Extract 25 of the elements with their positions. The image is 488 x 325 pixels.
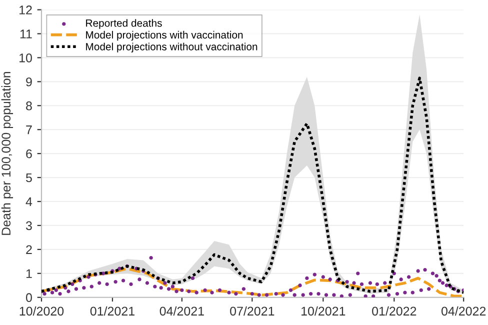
y-tick-label: 6: [26, 149, 32, 158]
x-tick-label: 04/2021: [160, 306, 204, 316]
y-tick-label: 2: [26, 245, 32, 254]
y-tick-label: 4: [26, 197, 32, 206]
y-tick-label: 11: [20, 30, 32, 38]
x-tick-label: 10/2021: [302, 306, 346, 316]
legend-label: Model projections without vaccination: [86, 42, 258, 52]
y-tick-label: 9: [26, 77, 32, 86]
y-tick-label: 12: [20, 6, 32, 14]
line-series: [41, 76, 464, 294]
y-tick-label: 5: [26, 173, 32, 182]
y-tick-label: 3: [26, 221, 32, 230]
y-tick-label: 0: [26, 293, 32, 302]
y-tick-label: 7: [26, 126, 32, 134]
y-tick-label: 1: [26, 269, 32, 278]
x-tick-label: 07/2021: [230, 306, 274, 316]
legend-label: Model projections with vaccination: [86, 30, 243, 41]
x-tick-label: 01/2021: [90, 306, 134, 316]
y-tick-label: 8: [26, 101, 32, 110]
y-axis-title: Death per 100,000 population: [1, 72, 13, 235]
x-tick-label: 04/2022: [442, 306, 486, 316]
x-tick-label: 01/2022: [372, 306, 416, 316]
y-tick-label: 10: [20, 53, 32, 62]
x-tick-label: 10/2020: [20, 306, 64, 316]
legend-label: Reported deaths: [86, 19, 162, 29]
